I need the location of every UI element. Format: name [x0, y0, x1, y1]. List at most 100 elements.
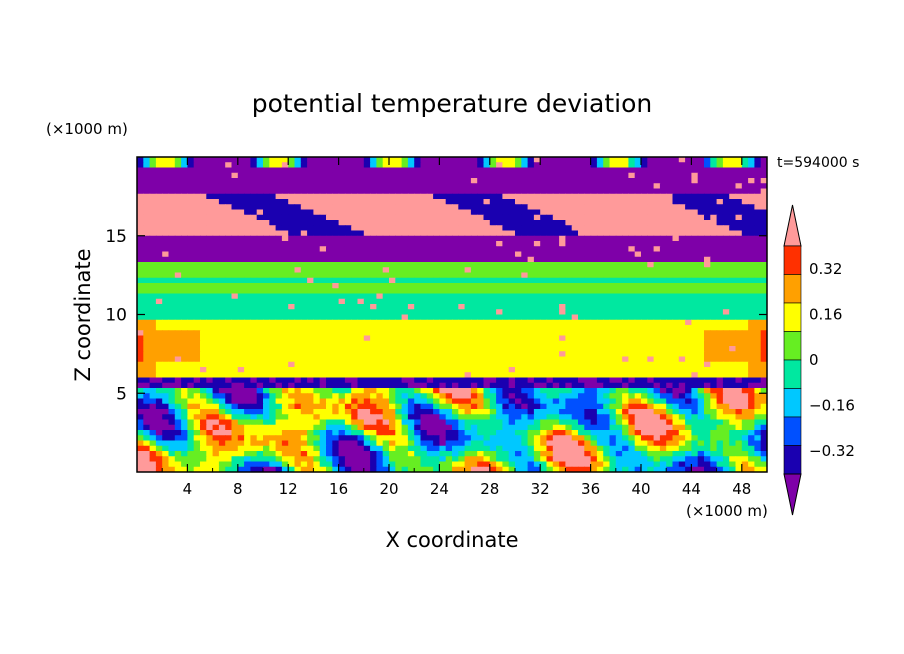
- field-cell: [735, 372, 743, 379]
- field-cell: [200, 388, 207, 394]
- field-cell: [760, 319, 767, 326]
- field-cell: [672, 267, 680, 274]
- field-cell: [546, 414, 554, 421]
- field-cell: [502, 220, 510, 226]
- field-cell: [584, 246, 592, 253]
- field-cell: [376, 214, 384, 221]
- field-cell: [565, 346, 573, 352]
- field-cell: [181, 351, 188, 358]
- field-cell: [149, 403, 157, 410]
- field-cell: [609, 214, 617, 221]
- field-cell: [666, 209, 674, 216]
- field-cell: [464, 409, 472, 415]
- field-cell: [401, 388, 409, 394]
- field-cell: [622, 382, 629, 389]
- field-cell: [634, 340, 642, 347]
- field-cell: [143, 251, 151, 258]
- field-cell: [174, 256, 182, 263]
- field-cell: [672, 314, 680, 321]
- field-cell: [376, 351, 384, 358]
- field-cell: [533, 377, 541, 384]
- field-cell: [609, 241, 617, 247]
- field-cell: [332, 193, 340, 200]
- field-cell: [489, 319, 497, 326]
- field-cell: [206, 167, 214, 174]
- field-cell: [174, 162, 182, 169]
- field-cell: [225, 220, 233, 226]
- field-cell: [250, 377, 258, 384]
- field-cell: [414, 204, 422, 211]
- field-cell: [206, 188, 214, 195]
- field-cell: [250, 335, 258, 342]
- field-cell: [174, 361, 182, 368]
- field-cell: [477, 220, 485, 226]
- field-cell: [288, 351, 296, 358]
- field-cell: [641, 382, 648, 389]
- field-cell: [659, 298, 667, 305]
- field-cell: [244, 398, 251, 405]
- field-cell: [502, 309, 510, 316]
- field-cell: [389, 277, 396, 284]
- field-cell: [420, 246, 428, 253]
- field-cell: [533, 325, 541, 331]
- field-cell: [489, 309, 497, 316]
- field-cell: [212, 277, 220, 284]
- field-cell: [590, 188, 598, 195]
- field-cell: [420, 272, 428, 279]
- field-cell: [515, 393, 522, 400]
- field-cell: [540, 162, 548, 169]
- field-cell: [571, 172, 579, 179]
- field-cell: [546, 288, 554, 295]
- field-cell: [307, 382, 314, 389]
- field-cell: [596, 372, 604, 379]
- field-cell: [527, 377, 535, 384]
- field-cell: [716, 272, 724, 279]
- field-cell: [395, 346, 403, 352]
- field-cell: [256, 330, 264, 337]
- field-cell: [200, 325, 207, 331]
- field-cell: [174, 340, 182, 347]
- field-cell: [515, 204, 522, 211]
- field-cell: [754, 235, 762, 242]
- field-cell: [634, 351, 642, 358]
- field-cell: [389, 262, 396, 268]
- field-cell: [370, 214, 377, 221]
- field-cell: [300, 325, 308, 331]
- field-cell: [685, 178, 692, 184]
- field-cell: [672, 204, 680, 211]
- field-cell: [155, 398, 163, 405]
- field-cell: [685, 199, 692, 205]
- field-cell: [155, 309, 163, 316]
- field-cell: [477, 388, 485, 394]
- field-cell: [533, 393, 541, 400]
- field-cell: [200, 298, 207, 305]
- field-cell: [615, 167, 623, 174]
- field-cell: [527, 267, 535, 274]
- field-cell: [351, 188, 359, 195]
- field-cell: [666, 199, 674, 205]
- field-cell: [515, 377, 522, 384]
- field-cell: [584, 304, 592, 310]
- field-cell: [647, 162, 655, 169]
- field-cell: [483, 172, 491, 179]
- field-cell: [565, 367, 573, 373]
- field-cell: [578, 288, 585, 295]
- field-cell: [439, 388, 447, 394]
- field-cell: [578, 167, 585, 174]
- field-cell: [174, 277, 182, 284]
- field-cell: [678, 157, 686, 163]
- field-cell: [653, 346, 661, 352]
- field-cell: [193, 388, 201, 394]
- field-cell: [231, 377, 239, 384]
- field-cell: [319, 241, 327, 247]
- field-cell: [426, 235, 434, 242]
- field-cell: [357, 167, 365, 174]
- field-cell: [552, 256, 560, 263]
- field-cell: [540, 335, 548, 342]
- field-cell: [200, 335, 207, 342]
- field-cell: [735, 277, 743, 284]
- field-cell: [748, 335, 755, 342]
- field-cell: [420, 335, 428, 342]
- field-cell: [760, 178, 767, 184]
- field-cell: [508, 340, 516, 347]
